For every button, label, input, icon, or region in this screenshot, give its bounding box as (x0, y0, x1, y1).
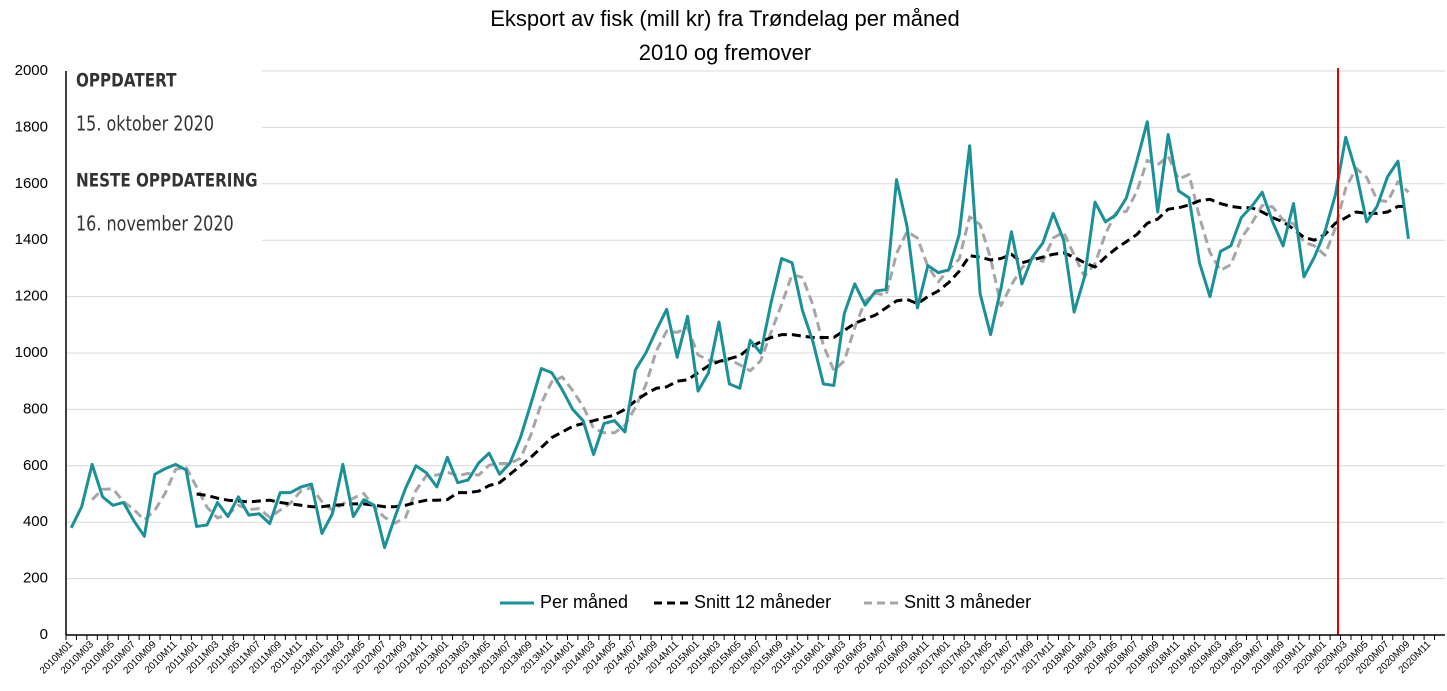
y-tick-label: 1400 (15, 231, 48, 248)
y-tick-label: 0 (40, 626, 48, 643)
y-tick-label: 400 (23, 513, 48, 530)
grid (66, 70, 1445, 580)
lines (69, 120, 1410, 550)
annotation: 15. oktober 2020 (76, 113, 214, 136)
y-tick-label: 1800 (15, 118, 48, 135)
chart-subtitle: 2010 og fremover (639, 40, 811, 65)
legend-label: Per måned (540, 592, 628, 612)
series-line (69, 120, 1410, 550)
y-tick-label: 200 (23, 570, 48, 587)
annotation: NESTE OPPDATERING (76, 170, 258, 192)
chart-title: Eksport av fisk (mill kr) fra Trøndelag … (490, 6, 959, 31)
annotation: 16. november 2020 (76, 213, 234, 236)
y-tick-label: 1200 (15, 288, 48, 305)
y-tick-label: 1000 (15, 344, 48, 361)
y-tick-label: 2000 (15, 62, 48, 79)
y-tick-label: 1600 (15, 175, 48, 192)
y-tick-label: 600 (23, 457, 48, 474)
legend-label: Snitt 3 måneder (904, 592, 1031, 612)
annotation-box (62, 62, 262, 245)
legend-bg (490, 588, 1060, 618)
legend: Per måned Snitt 12 måneder Snitt 3 måneder (490, 588, 1060, 618)
legend-label: Snitt 12 måneder (694, 592, 831, 612)
y-tick-label: 800 (23, 400, 48, 417)
annotation: OPPDATERT (76, 70, 177, 92)
